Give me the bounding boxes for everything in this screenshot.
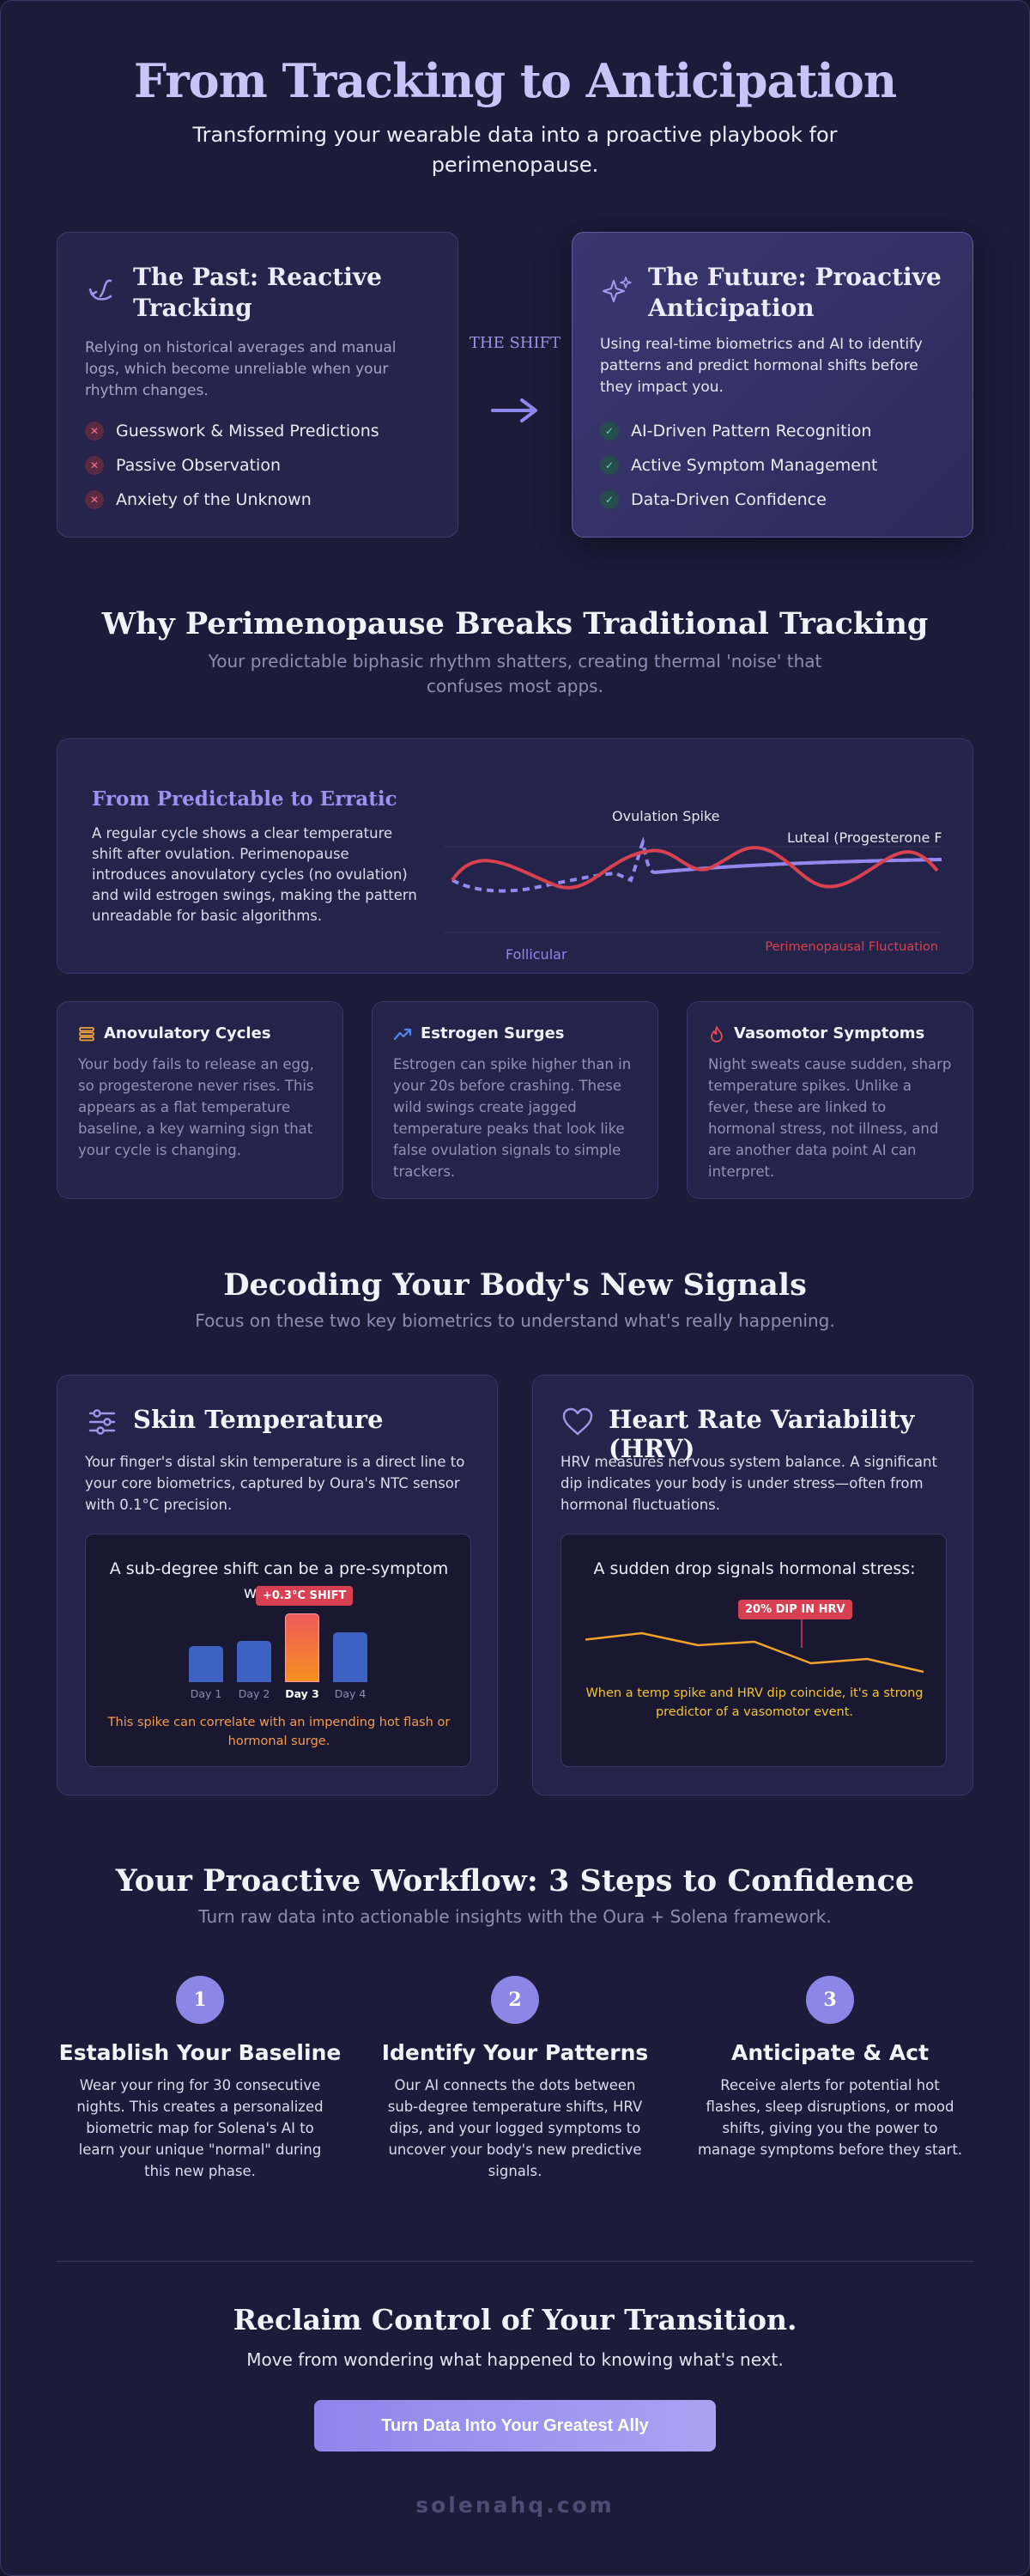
cause-title: Vasomotor Symptoms: [708, 1024, 924, 1042]
follicular-label: Follicular: [506, 946, 567, 963]
past-title: The Past: Reactive Tracking: [133, 263, 382, 322]
why-subtitle: Your predictable biphasic rhythm shatter…: [208, 651, 822, 696]
workflow-title: Your Proactive Workflow: 3 Steps to Conf…: [115, 1863, 915, 1899]
cause-title: Estrogen Surges: [393, 1024, 565, 1042]
why-title: Why Perimenopause Breaks Traditional Tra…: [101, 606, 929, 641]
hrv-note: When a temp spike and HRV dip coincide, …: [585, 1686, 924, 1719]
cta-button[interactable]: Turn Data Into Your Greatest Ally: [314, 2400, 716, 2451]
erratic-text: A regular cycle shows a clear temperatur…: [92, 825, 417, 924]
temp-bar: [285, 1613, 319, 1682]
step-number: 3: [806, 1976, 854, 2024]
regular-cycle-line: [451, 836, 942, 893]
day-label: Day 1: [190, 1687, 222, 1700]
future-item: ✓ AI-Driven Pattern Recognition: [600, 420, 871, 442]
workflow-subtitle: Turn raw data into actionable insights w…: [198, 1906, 832, 1927]
hrv-trend-line: [585, 1631, 924, 1674]
sliders-icon: [88, 1409, 116, 1435]
cta-title: Reclaim Control of Your Transition.: [233, 2303, 797, 2336]
temp-bar: [237, 1641, 271, 1682]
temp-shift-badge: +0.3°C SHIFT: [256, 1586, 354, 1606]
step-text: Wear your ring for 30 consecutive nights…: [76, 2077, 324, 2179]
shift-label: THE SHIFT: [469, 334, 561, 352]
x-mark-icon: ✕: [85, 490, 104, 509]
page-subtitle: Transforming your wearable data into a p…: [192, 123, 838, 177]
arrow-right-icon: [491, 398, 537, 422]
skin-temp-card: Skin Temperature Your finger's distal sk…: [57, 1375, 498, 1795]
day-label: Day 4: [334, 1687, 367, 1700]
step-title: Establish Your Baseline: [58, 2040, 342, 2065]
signals-subtitle: Focus on these two key biometrics to und…: [195, 1310, 835, 1331]
check-icon: ✓: [600, 422, 619, 440]
skin-temp-text: Your finger's distal skin temperature is…: [85, 1454, 465, 1513]
hrv-chart-title: A sudden drop signals hormonal stress:: [593, 1559, 916, 1578]
undo-arrow-icon: [88, 279, 112, 301]
step-text: Our AI connects the dots between sub-deg…: [387, 2077, 643, 2179]
step-title: Identify Your Patterns: [381, 2040, 649, 2065]
x-mark-icon: ✕: [85, 422, 104, 440]
cta-subtitle: Move from wondering what happened to kno…: [246, 2349, 784, 2370]
stack-icon: [79, 1026, 94, 1041]
cause-text: Your body fails to release an egg, so pr…: [78, 1056, 314, 1158]
skin-temp-chart: A sub-degree shift can be a pre-symptom …: [85, 1534, 471, 1767]
cause-card-vasomotor: Vasomotor Symptoms Night sweats cause su…: [687, 1001, 973, 1199]
cause-text: Estrogen can spike higher than in your 2…: [393, 1056, 632, 1180]
skin-temp-note: This spike can correlate with an impendi…: [107, 1716, 451, 1748]
step-text: Receive alerts for potential hot flashes…: [697, 2077, 963, 2158]
hrv-title: Heart Rate Variability (HRV): [609, 1405, 915, 1463]
ovulation-spike-label: Ovulation Spike: [612, 808, 719, 824]
heart-icon: [562, 1407, 593, 1436]
x-mark-icon: ✕: [85, 456, 104, 475]
past-item: ✕ Passive Observation: [85, 454, 281, 477]
page-title: From Tracking to Anticipation: [133, 53, 897, 108]
step-number: 1: [176, 1976, 224, 2024]
hrv-chart: A sudden drop signals hormonal stress: 2…: [560, 1534, 947, 1767]
erratic-cycle-line: [451, 846, 939, 890]
hrv-dip-badge: 20% DIP IN HRV: [738, 1600, 852, 1619]
future-item: ✓ Data-Driven Confidence: [600, 489, 827, 511]
future-card: The Future: Proactive Anticipation Using…: [572, 232, 973, 538]
sparkles-icon: [603, 276, 632, 302]
cause-title: Anovulatory Cycles: [78, 1024, 271, 1042]
future-text: Using real-time biometrics and AI to ide…: [600, 336, 923, 396]
luteal-label: Luteal (Progesterone F: [787, 829, 942, 846]
step-title: Anticipate & Act: [730, 2040, 930, 2065]
cause-card-estrogen: Estrogen Surges Estrogen can spike highe…: [372, 1001, 658, 1199]
day-label: Day 2: [238, 1687, 270, 1700]
footer-domain: solenahq.com: [415, 2493, 615, 2518]
erratic-title: From Predictable to Erratic: [92, 787, 397, 811]
section-divider: [57, 2261, 973, 2262]
signals-title: Decoding Your Body's New Signals: [223, 1267, 807, 1303]
flame-icon: [711, 1025, 723, 1042]
step-number: 2: [491, 1976, 539, 2024]
temp-bar: [189, 1646, 223, 1682]
future-title: The Future: Proactive Anticipation: [648, 263, 942, 322]
cycle-comparison-graph: Ovulation Spike Luteal (Progesterone F F…: [444, 808, 942, 963]
hrv-trend-graph: [585, 1617, 924, 1674]
past-item: ✕ Anxiety of the Unknown: [85, 489, 312, 511]
temp-bar: [333, 1632, 367, 1682]
erratic-panel: From Predictable to Erratic A regular cy…: [57, 738, 973, 974]
trend-up-icon: [393, 1028, 412, 1040]
past-card: The Past: Reactive Tracking Relying on h…: [57, 232, 458, 538]
cause-card-anovulatory: Anovulatory Cycles Your body fails to re…: [57, 1001, 343, 1199]
past-text: Relying on historical averages and manua…: [85, 339, 397, 399]
check-icon: ✓: [600, 456, 619, 475]
check-icon: ✓: [600, 490, 619, 509]
fluctuation-label: Perimenopausal Fluctuation: [765, 940, 938, 954]
past-item: ✕ Guesswork & Missed Predictions: [85, 420, 379, 442]
cause-text: Night sweats cause sudden, sharp tempera…: [708, 1056, 952, 1180]
day-label: Day 3: [285, 1687, 319, 1700]
future-item: ✓ Active Symptom Management: [600, 454, 877, 477]
hrv-card: Heart Rate Variability (HRV) HRV measure…: [532, 1375, 973, 1795]
skin-temp-title: Skin Temperature: [133, 1405, 384, 1434]
hrv-text: HRV measures nervous system balance. A s…: [560, 1454, 937, 1513]
